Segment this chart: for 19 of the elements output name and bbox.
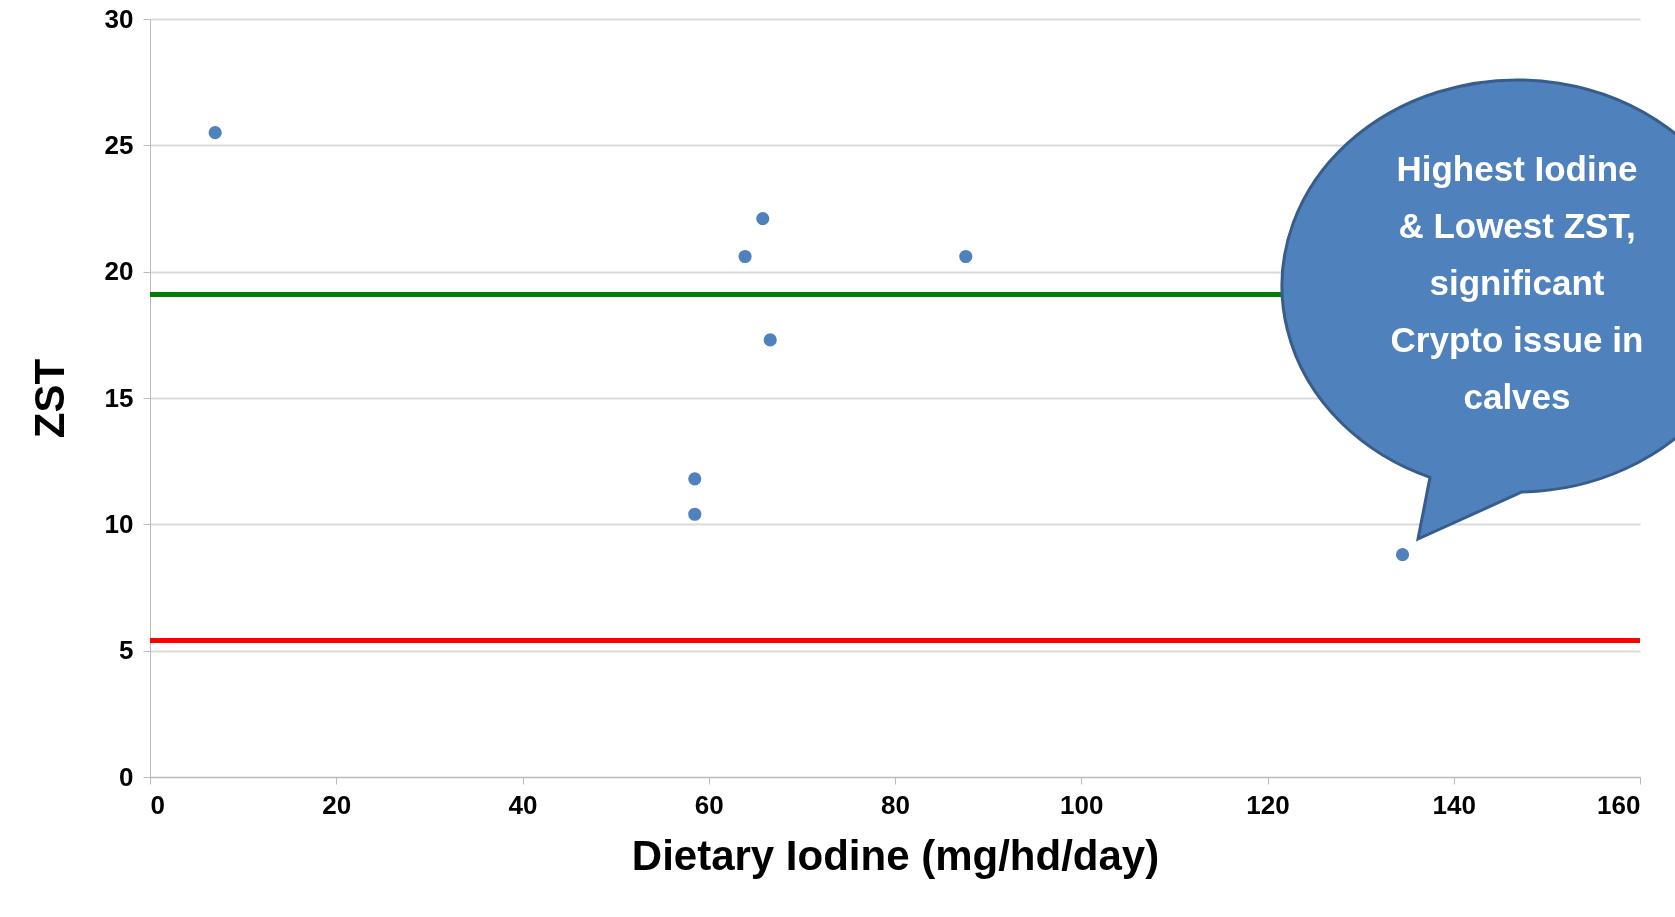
y-tick-label: 0 [119, 761, 134, 792]
y-tick-label: 20 [104, 256, 134, 287]
x-tick-label: 0 [150, 789, 165, 820]
y-tick-label: 15 [104, 382, 134, 413]
y-tick-label: 25 [104, 129, 134, 160]
x-tick-label: 20 [322, 789, 352, 820]
y-tick-label: 10 [104, 508, 134, 539]
x-tick-label: 160 [1597, 789, 1641, 820]
x-tick-label: 140 [1432, 789, 1476, 820]
x-tick-label: 80 [881, 789, 910, 820]
y-axis-title: ZST [25, 358, 73, 439]
x-tick-label: 60 [694, 789, 724, 820]
x-tick-label: 40 [508, 789, 538, 820]
y-tick-label: 30 [104, 3, 134, 34]
y-tick-label: 5 [119, 635, 134, 666]
x-tick-label: 100 [1060, 789, 1104, 820]
x-tick-label: 120 [1246, 789, 1290, 820]
x-axis-title: Dietary Iodine (mg/hd/day) [631, 831, 1160, 879]
annotation: Highest Iodine & Lowest ZST, significant Crypto issue in calves [1389, 148, 1645, 418]
